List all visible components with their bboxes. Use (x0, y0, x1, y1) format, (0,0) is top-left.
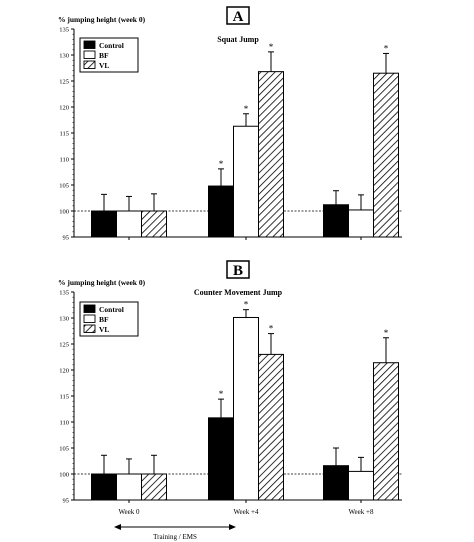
bar-bf (116, 210, 142, 238)
legend-swatch-bf (83, 50, 96, 59)
bar-vl (258, 71, 284, 238)
legend-label: VL (99, 61, 109, 70)
significance-marker: * (269, 42, 274, 52)
legend-label: Control (99, 41, 124, 50)
y-tick-label: 120 (59, 105, 69, 112)
y-tick-label: 125 (59, 342, 69, 349)
significance-marker: * (269, 324, 274, 334)
y-tick-label: 115 (59, 131, 69, 138)
bar-control (323, 465, 349, 501)
x-tick-label: Week +8 (349, 508, 374, 516)
legend-label: BF (99, 315, 109, 324)
bar-bf (348, 209, 374, 238)
x-tick-label: Week +4 (234, 508, 259, 516)
panel-label: A (233, 9, 244, 25)
y-tick-label: 100 (59, 472, 69, 479)
chart-title: Squat Jump (217, 35, 259, 44)
y-tick-label: 135 (59, 27, 69, 34)
bar-vl (258, 353, 284, 501)
y-axis-label: % jumping height (week 0) (58, 15, 146, 24)
y-tick-label: 125 (59, 79, 69, 86)
annotation-label: Training / EMS (153, 533, 197, 541)
y-tick-label: 110 (59, 420, 69, 427)
legend-label: BF (99, 51, 109, 60)
bar-bf (348, 470, 374, 501)
bar-vl (373, 362, 399, 501)
chart-title: Counter Movement Jump (194, 288, 283, 297)
bar-control (208, 185, 234, 238)
y-tick-label: 95 (63, 235, 70, 242)
significance-marker: * (384, 328, 389, 338)
y-tick-label: 135 (59, 290, 69, 297)
significance-marker: * (244, 104, 249, 114)
panel-label: B (233, 263, 243, 279)
y-axis-label: % jumping height (week 0) (58, 278, 146, 287)
bar-bf (116, 473, 142, 501)
y-tick-label: 110 (59, 157, 69, 164)
legend-swatch-vl (83, 324, 96, 333)
bar-control (91, 473, 117, 501)
bar-control (208, 417, 234, 501)
y-tick-label: 100 (59, 209, 69, 216)
bar-bf (233, 316, 259, 501)
legend-swatch-vl (83, 60, 96, 69)
x-tick-label: Week 0 (118, 508, 140, 516)
y-tick-label: 130 (59, 53, 69, 60)
legend-label: VL (99, 325, 109, 334)
legend-swatch-control (83, 304, 96, 313)
significance-marker: * (219, 159, 224, 169)
bar-vl (141, 210, 167, 238)
y-tick-label: 105 (59, 183, 69, 190)
bar-control (323, 204, 349, 238)
y-tick-label: 120 (59, 368, 69, 375)
panel-label-box (226, 6, 250, 25)
y-tick-label: 115 (59, 394, 69, 401)
significance-marker: * (219, 389, 224, 399)
bar-vl (141, 473, 167, 501)
y-tick-label: 95 (63, 498, 70, 505)
bar-vl (373, 72, 399, 238)
y-tick-label: 105 (59, 446, 69, 453)
legend-swatch-bf (83, 314, 96, 323)
annotation-arrow-head-left (114, 524, 121, 530)
panel-b-chart: B % jumping height (week 0) Counter Moveme… (58, 260, 402, 541)
annotation-arrow-head-right (229, 524, 236, 530)
legend-swatch-control (83, 40, 96, 49)
significance-marker: * (384, 43, 389, 53)
bar-control (91, 210, 117, 238)
significance-marker: * (244, 300, 249, 310)
bar-bf (233, 125, 259, 238)
legend-label: Control (99, 305, 124, 314)
y-tick-label: 130 (59, 316, 69, 323)
panel-a-chart: A % jumping height (week 0) Squat Jump 95 10… (58, 6, 402, 242)
panel-label-box (226, 260, 250, 279)
